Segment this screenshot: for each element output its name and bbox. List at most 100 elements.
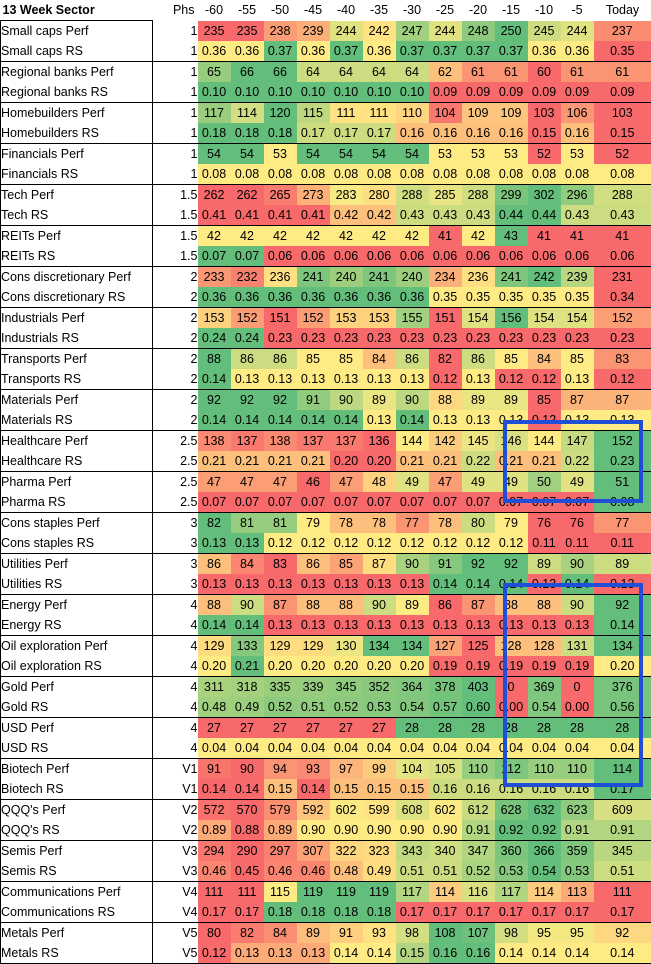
value-cell: 0.13	[231, 369, 264, 390]
value-cell: 0.15	[528, 123, 561, 144]
value-cell: 92	[198, 390, 231, 411]
value-cell: 87	[594, 390, 651, 411]
value-cell: 0.13	[264, 574, 297, 595]
value-cell: 0.21	[264, 451, 297, 472]
value-cell: 27	[198, 718, 231, 739]
phase-cell: 1	[153, 144, 198, 165]
row-label: Communications RS	[1, 902, 153, 923]
value-cell: 0.13	[594, 410, 651, 431]
value-cell: 0.04	[594, 738, 651, 759]
value-cell: 0.10	[330, 82, 363, 103]
value-cell: 92	[594, 923, 651, 944]
value-cell: 0.07	[528, 492, 561, 513]
value-cell: 115	[264, 882, 297, 903]
value-cell: 0.13	[396, 615, 429, 636]
value-cell: 0.37	[396, 41, 429, 62]
value-cell: 0.13	[231, 533, 264, 554]
value-cell: 53	[495, 144, 528, 165]
value-cell: 0.23	[429, 328, 462, 349]
column-header-m30: -30	[396, 0, 429, 21]
value-cell: 53	[264, 144, 297, 165]
value-cell: 0.20	[198, 656, 231, 677]
column-header-m10: -10	[528, 0, 561, 21]
value-cell: 129	[297, 636, 330, 657]
value-cell: 0.21	[231, 656, 264, 677]
value-cell: 231	[594, 267, 651, 288]
phase-cell: V2	[153, 800, 198, 821]
value-cell: 152	[594, 308, 651, 329]
value-cell: 61	[462, 62, 495, 83]
value-cell: 0.06	[330, 246, 363, 267]
row-label: QQQ's RS	[1, 820, 153, 841]
value-cell: 0.37	[264, 41, 297, 62]
value-cell: 144	[396, 431, 429, 452]
value-cell: 262	[231, 185, 264, 206]
value-cell: 82	[231, 923, 264, 944]
phase-cell: V4	[153, 882, 198, 903]
phase-cell: 4	[153, 656, 198, 677]
value-cell: 0.35	[594, 41, 651, 62]
value-cell: 0.15	[363, 779, 396, 800]
value-cell: 592	[297, 800, 330, 821]
value-cell: 0.04	[330, 738, 363, 759]
phase-cell: V5	[153, 923, 198, 944]
value-cell: 0.20	[363, 451, 396, 472]
value-cell: 0.46	[264, 861, 297, 882]
row-label: Healthcare Perf	[1, 431, 153, 452]
value-cell: 0.12	[528, 369, 561, 390]
value-cell: 0.43	[396, 205, 429, 226]
value-cell: 151	[264, 308, 297, 329]
value-cell: 0.37	[462, 41, 495, 62]
value-cell: 62	[429, 62, 462, 83]
value-cell: 0.18	[363, 902, 396, 923]
value-cell: 79	[495, 513, 528, 534]
value-cell: 27	[297, 718, 330, 739]
value-cell: 47	[264, 472, 297, 493]
value-cell: 93	[363, 923, 396, 944]
value-cell: 51	[594, 472, 651, 493]
value-cell: 0.49	[363, 861, 396, 882]
value-cell: 345	[594, 841, 651, 862]
value-cell: 0.06	[561, 246, 594, 267]
value-cell: 0.14	[231, 615, 264, 636]
value-cell: 0.21	[198, 451, 231, 472]
value-cell: 0.17	[198, 902, 231, 923]
value-cell: 0.21	[231, 451, 264, 472]
value-cell: 155	[396, 308, 429, 329]
phase-cell: 2	[153, 410, 198, 431]
value-cell: 0.51	[297, 697, 330, 718]
value-cell: 42	[330, 226, 363, 247]
value-cell: 0.34	[594, 287, 651, 308]
value-cell: 83	[594, 349, 651, 370]
value-cell: 41	[528, 226, 561, 247]
value-cell: 90	[363, 595, 396, 616]
value-cell: 340	[429, 841, 462, 862]
row-label: Metals Perf	[1, 923, 153, 944]
value-cell: 359	[561, 841, 594, 862]
row-label: Gold Perf	[1, 677, 153, 698]
value-cell: 112	[495, 759, 528, 780]
value-cell: 360	[495, 841, 528, 862]
value-cell: 235	[231, 21, 264, 42]
value-cell: 0.10	[363, 82, 396, 103]
value-cell: 88	[297, 595, 330, 616]
value-cell: 0.13	[462, 410, 495, 431]
value-cell: 0.22	[561, 451, 594, 472]
value-cell: 146	[495, 431, 528, 452]
value-cell: 109	[462, 103, 495, 124]
value-cell: 0.04	[495, 738, 528, 759]
value-cell: 66	[231, 62, 264, 83]
value-cell: 0.16	[495, 779, 528, 800]
phase-cell: 2.5	[153, 492, 198, 513]
value-cell: 52	[594, 144, 651, 165]
value-cell: 28	[396, 718, 429, 739]
value-cell: 0.45	[231, 861, 264, 882]
value-cell: 53	[561, 144, 594, 165]
row-label: Homebuilders Perf	[1, 103, 153, 124]
value-cell: 0.13	[495, 410, 528, 431]
